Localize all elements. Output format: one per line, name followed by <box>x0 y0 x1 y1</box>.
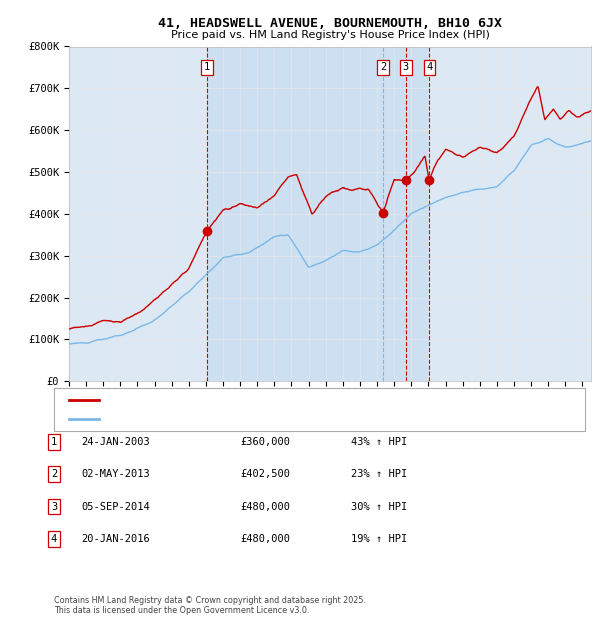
Text: 1: 1 <box>204 62 210 73</box>
Text: 3: 3 <box>51 502 57 512</box>
Text: HPI: Average price, detached house, Bournemouth Christchurch and Poole: HPI: Average price, detached house, Bour… <box>105 414 508 423</box>
Text: 19% ↑ HPI: 19% ↑ HPI <box>351 534 407 544</box>
Text: 24-JAN-2003: 24-JAN-2003 <box>81 437 150 447</box>
Text: 2: 2 <box>380 62 386 73</box>
Text: 41, HEADSWELL AVENUE, BOURNEMOUTH, BH10 6JX: 41, HEADSWELL AVENUE, BOURNEMOUTH, BH10 … <box>158 17 502 30</box>
Text: £402,500: £402,500 <box>240 469 290 479</box>
Text: 23% ↑ HPI: 23% ↑ HPI <box>351 469 407 479</box>
Text: 43% ↑ HPI: 43% ↑ HPI <box>351 437 407 447</box>
Text: £480,000: £480,000 <box>240 502 290 512</box>
Text: 20-JAN-2016: 20-JAN-2016 <box>81 534 150 544</box>
Text: 3: 3 <box>403 62 409 73</box>
Text: £480,000: £480,000 <box>240 534 290 544</box>
Text: 4: 4 <box>51 534 57 544</box>
Text: 2: 2 <box>51 469 57 479</box>
Text: Price paid vs. HM Land Registry's House Price Index (HPI): Price paid vs. HM Land Registry's House … <box>170 30 490 40</box>
Text: 02-MAY-2013: 02-MAY-2013 <box>81 469 150 479</box>
Text: 05-SEP-2014: 05-SEP-2014 <box>81 502 150 512</box>
Text: 4: 4 <box>426 62 433 73</box>
Text: £360,000: £360,000 <box>240 437 290 447</box>
Bar <box>207 46 429 381</box>
Text: 41, HEADSWELL AVENUE, BOURNEMOUTH, BH10 6JX (detached house): 41, HEADSWELL AVENUE, BOURNEMOUTH, BH10 … <box>105 395 450 404</box>
Text: 1: 1 <box>51 437 57 447</box>
Text: 30% ↑ HPI: 30% ↑ HPI <box>351 502 407 512</box>
Text: Contains HM Land Registry data © Crown copyright and database right 2025.
This d: Contains HM Land Registry data © Crown c… <box>54 596 366 615</box>
